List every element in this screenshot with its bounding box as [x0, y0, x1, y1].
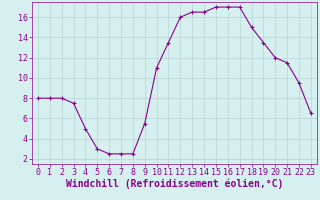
X-axis label: Windchill (Refroidissement éolien,°C): Windchill (Refroidissement éolien,°C)	[66, 179, 283, 189]
